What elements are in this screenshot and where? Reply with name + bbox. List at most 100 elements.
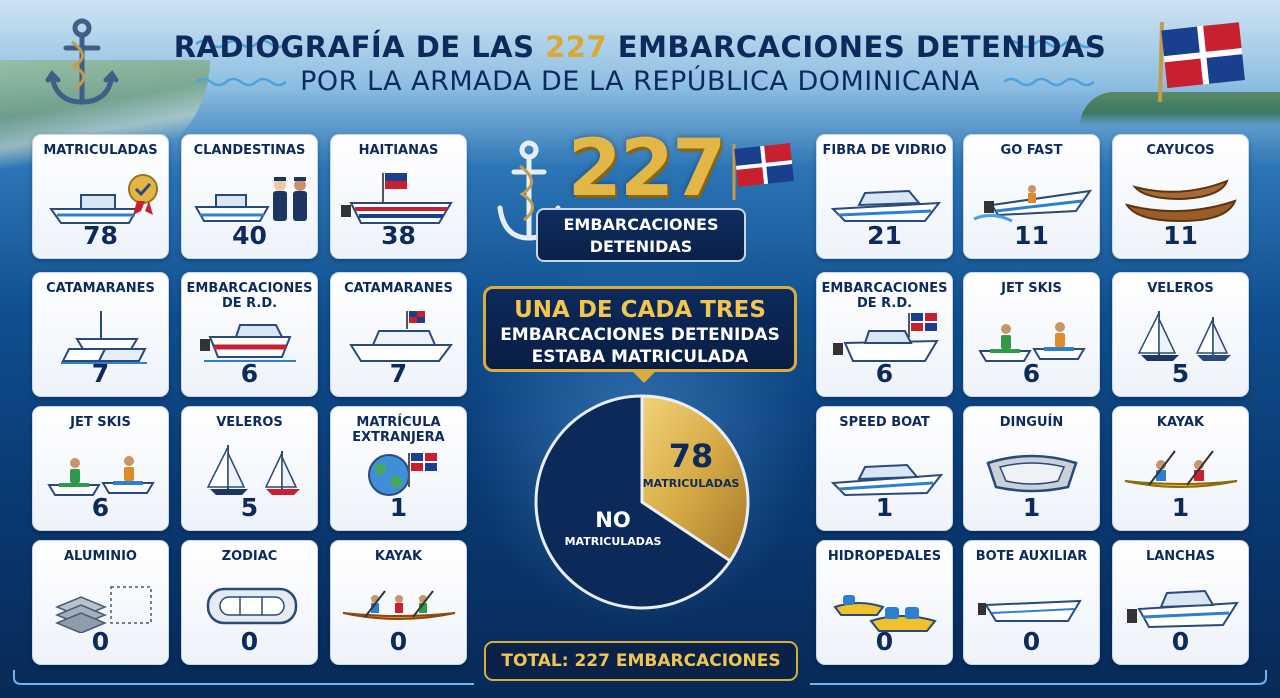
page-title: RADIOGRAFÍA DE LAS 227 EMBARCACIONES DET…	[0, 30, 1280, 64]
card-value: 7	[389, 359, 408, 388]
dominican-flag-icon	[1158, 21, 1245, 103]
card-speed-boat: SPEED BOAT 1	[816, 406, 953, 531]
card-value: 7	[91, 359, 110, 388]
card-clandestinas: CLANDESTINAS 40	[181, 134, 318, 259]
card-embarcaciones-rd-right: EMBARCACIONES DE R.D. 6	[816, 272, 953, 397]
pie-label-text: MATRICULADAS	[643, 477, 740, 490]
card-label: JET SKIS	[70, 415, 131, 430]
card-value: 1	[875, 493, 894, 522]
card-value: 11	[1014, 221, 1049, 250]
jet-ski-icon	[978, 322, 1086, 362]
card-value: 6	[91, 493, 110, 522]
card-veleros: VELEROS 5	[181, 406, 318, 531]
page-subtitle: POR LA ARMADA DE LA REPÚBLICA DOMINICANA	[300, 66, 980, 97]
dinghy-icon	[986, 454, 1078, 493]
card-label: KAYAK	[374, 549, 423, 564]
header: RADIOGRAFÍA DE LAS 227 EMBARCACIONES DET…	[0, 0, 1280, 110]
dominican-flag-icon	[732, 143, 794, 200]
globe-flag-icon	[368, 453, 437, 496]
zodiac-icon	[206, 587, 298, 625]
pedal-boat-icon	[833, 595, 937, 632]
sailboat-icon	[1137, 311, 1231, 361]
card-label: BOTE AUXILIAR	[975, 549, 1088, 564]
pie-label-text: MATRICULADAS	[565, 535, 662, 548]
card-lanchas: LANCHAS 0	[1112, 540, 1249, 665]
callout-box: UNA DE CADA TRES EMBARCACIONES DETENIDAS…	[483, 286, 797, 383]
wave-decoration	[196, 39, 286, 49]
card-aluminio: ALUMINIO 0	[32, 540, 169, 665]
card-catamaranes-2: CATAMARANES 7	[330, 272, 467, 397]
card-value: 6	[875, 359, 894, 388]
card-label: LANCHAS	[1145, 549, 1216, 564]
catamaran-icon	[61, 311, 147, 364]
coastline-right	[1080, 92, 1280, 126]
kayak-icon	[1124, 450, 1238, 488]
card-label: ZODIAC	[221, 549, 278, 564]
pie-slice-no-matriculadas	[534, 394, 733, 610]
total-number: 227	[567, 124, 727, 214]
card-value: 5	[1171, 359, 1190, 388]
card-hidropedales: HIDROPEDALES 0	[816, 540, 953, 665]
card-value: 0	[91, 627, 110, 656]
card-value: 6	[240, 359, 259, 388]
boat-certified-icon	[49, 174, 158, 224]
auxiliary-boat-icon	[978, 599, 1082, 622]
yacht-flag-icon	[349, 311, 453, 362]
title-suffix: EMBARCACIONES DETENIDAS	[607, 30, 1107, 64]
sailboat-icon	[206, 445, 300, 495]
card-embarcaciones-rd: EMBARCACIONES DE R.D. 6	[181, 272, 318, 397]
fiberglass-boat-icon	[830, 189, 942, 222]
card-value: 11	[1163, 221, 1198, 250]
card-label: MATRICULADAS	[43, 143, 158, 158]
pie-chart: 78 MATRICULADAS NO MATRICULADAS	[534, 394, 750, 610]
card-value: 78	[83, 221, 118, 250]
aluminum-sheets-icon	[55, 586, 152, 633]
card-value: 0	[240, 627, 259, 656]
card-label: HAITIANAS	[358, 143, 439, 158]
boat-flag-icon	[833, 313, 939, 362]
card-label: JET SKIS	[1001, 281, 1062, 296]
card-jet-skis: JET SKIS 6	[32, 406, 169, 531]
wave-decoration	[1004, 77, 1094, 87]
card-label: CATAMARANES	[46, 281, 155, 296]
card-label: CATAMARANES	[344, 281, 453, 296]
card-value: 0	[875, 627, 894, 656]
card-value: 0	[1171, 627, 1190, 656]
card-label: GO FAST	[1000, 143, 1063, 158]
card-value: 6	[1022, 359, 1041, 388]
card-matricula-extranjera: MATRÍCULA EXTRANJERA 1	[330, 406, 467, 531]
speed-boat-icon	[830, 463, 944, 497]
anchor-icon	[45, 18, 119, 105]
pie-label-value: NO	[595, 508, 630, 532]
pie-slice-matriculadas	[640, 394, 750, 563]
card-jet-skis-right: JET SKIS 6	[963, 272, 1100, 397]
banner-detenidas: EMBARCACIONES DETENIDAS	[536, 208, 746, 262]
callout-line-2: EMBARCACIONES DETENIDAS	[500, 325, 780, 345]
callout-line-1: UNA DE CADA TRES	[514, 297, 766, 323]
wave-decoration	[1004, 39, 1094, 49]
banner-line-2: DETENIDAS	[589, 237, 693, 256]
jet-ski-icon	[47, 456, 155, 496]
red-boat-icon	[200, 324, 296, 362]
card-dinguin: DINGUÍN 1	[963, 406, 1100, 531]
card-value: 0	[1022, 627, 1041, 656]
card-label: HIDROPEDALES	[827, 549, 942, 564]
card-veleros-right: VELEROS 5	[1112, 272, 1249, 397]
title-number: 227	[545, 30, 608, 64]
pie-label-value: 78	[669, 437, 714, 475]
card-value: 21	[867, 221, 902, 250]
card-value: 1	[1171, 493, 1190, 522]
card-label: ALUMINIO	[64, 549, 137, 564]
card-kayak: KAYAK 0	[330, 540, 467, 665]
card-fibra-de-vidrio: FIBRA DE VIDRIO 21	[816, 134, 953, 259]
card-label: KAYAK	[1156, 415, 1205, 430]
card-value: 5	[240, 493, 259, 522]
card-catamaranes: CATAMARANES 7	[32, 272, 169, 397]
card-label: FIBRA DE VIDRIO	[822, 143, 947, 158]
card-label: EMBARCACIONES DE R.D.	[821, 281, 948, 311]
callout-line-3: ESTABA MATRICULADA	[531, 347, 749, 367]
card-value: 40	[232, 221, 267, 250]
card-value: 1	[1022, 493, 1041, 522]
haitian-boat-icon	[341, 173, 453, 224]
